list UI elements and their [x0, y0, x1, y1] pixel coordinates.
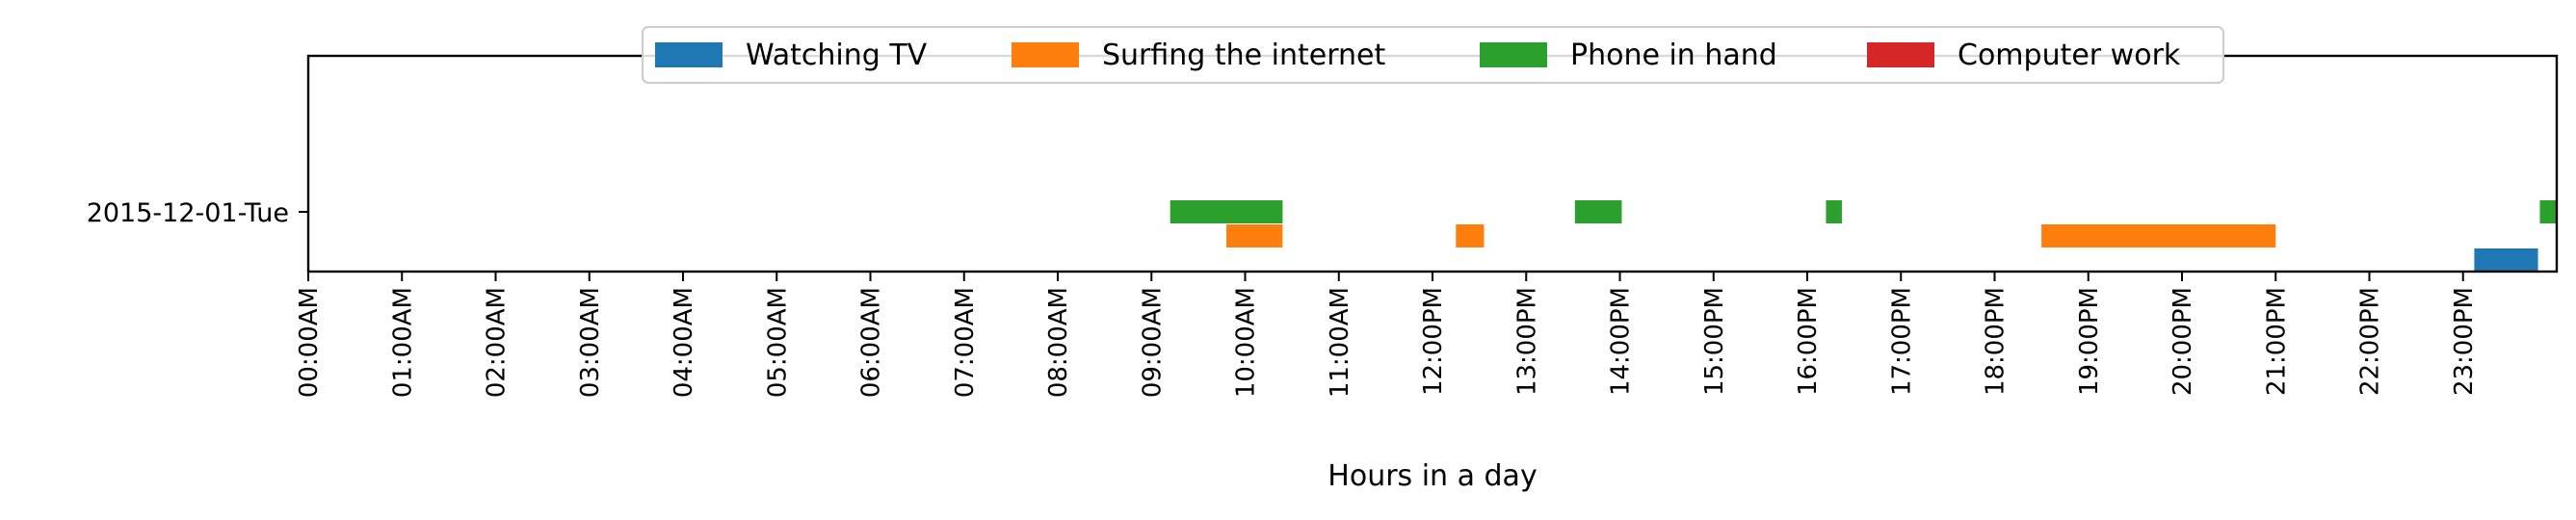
x-tick-label: 20:00PM — [2169, 287, 2197, 396]
x-tick-label: 11:00AM — [1326, 287, 1354, 398]
x-tick-label: 16:00PM — [1794, 287, 1823, 396]
x-tick-label: 17:00PM — [1887, 287, 1916, 396]
bar-surfing-the-internet-2 — [2041, 224, 2276, 247]
x-tick-label: 01:00AM — [388, 287, 417, 398]
bar-phone-in-hand-2 — [1826, 200, 1842, 223]
x-tick-label: 02:00AM — [483, 287, 512, 398]
x-tick-label: 00:00AM — [295, 287, 324, 398]
x-tick-label: 19:00PM — [2075, 287, 2104, 396]
bar-phone-in-hand-0 — [1170, 200, 1283, 223]
y-axis: 2015-12-01-Tue — [87, 198, 308, 228]
x-tick-label: 08:00AM — [1044, 287, 1073, 398]
x-tick-label: 15:00PM — [1700, 287, 1729, 396]
bar-surfing-the-internet-1 — [1456, 224, 1485, 247]
legend-label: Surfing the internet — [1102, 39, 1385, 72]
x-tick-label: 09:00AM — [1138, 287, 1167, 398]
x-tick-label: 22:00PM — [2356, 287, 2385, 396]
legend-label: Phone in hand — [1570, 39, 1777, 72]
legend-swatch-watching-tv — [655, 42, 723, 67]
x-tick-label: 10:00AM — [1232, 287, 1261, 398]
legend-swatch-computer-work — [1867, 42, 1934, 67]
x-tick-label: 18:00PM — [1982, 287, 2011, 396]
y-tick-label: 2015-12-01-Tue — [87, 198, 289, 228]
x-tick-label: 12:00PM — [1419, 287, 1448, 396]
x-tick-label: 04:00AM — [670, 287, 698, 398]
x-tick-label: 03:00AM — [576, 287, 605, 398]
x-tick-label: 13:00PM — [1512, 287, 1541, 396]
bar-phone-in-hand-1 — [1574, 200, 1622, 223]
x-tick-label: 06:00AM — [857, 287, 886, 398]
x-tick-label: 23:00PM — [2450, 287, 2479, 396]
legend-swatch-surfing-the-internet — [1012, 42, 1079, 67]
x-tick-label: 05:00AM — [763, 287, 792, 398]
legend-box — [642, 26, 2224, 84]
x-tick-label: 14:00PM — [1607, 287, 1636, 396]
legend: Watching TV Surfing the internet Phone in … — [642, 26, 2224, 84]
bar-phone-in-hand-3 — [2539, 200, 2557, 223]
legend-swatch-phone-in-hand — [1480, 42, 1547, 67]
bars-layer — [1170, 200, 2557, 272]
bar-surfing-the-internet-0 — [1226, 224, 1283, 247]
x-axis-label: Hours in a day — [1327, 459, 1537, 493]
bar-watching-tv-0 — [2474, 248, 2538, 272]
x-tick-label: 21:00PM — [2262, 287, 2291, 396]
legend-label: Computer work — [1958, 39, 2181, 72]
legend-label: Watching TV — [746, 39, 928, 72]
x-axis: 00:00AM 01:00AM 02:00AM 03:00AM 04:00AM 05:00… — [295, 272, 2479, 398]
x-tick-label: 07:00AM — [951, 287, 980, 398]
